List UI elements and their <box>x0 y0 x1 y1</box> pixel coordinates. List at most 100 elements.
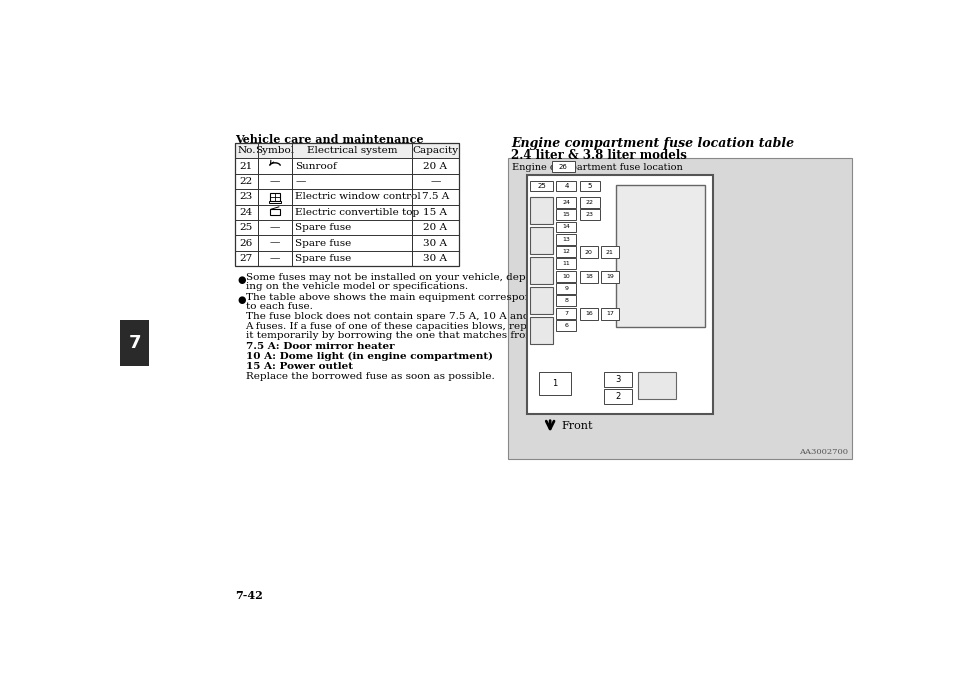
Text: The table above shows the main equipment corresponding: The table above shows the main equipment… <box>246 293 554 302</box>
Bar <box>557 222 576 233</box>
Bar <box>530 287 553 314</box>
Text: Replace the borrowed fuse as soon as possible.: Replace the borrowed fuse as soon as pos… <box>246 372 494 380</box>
Text: 15 A: Power outlet: 15 A: Power outlet <box>246 361 352 371</box>
Text: AA3002700: AA3002700 <box>800 448 849 456</box>
Text: —: — <box>270 239 280 247</box>
Bar <box>270 210 280 216</box>
Text: —: — <box>270 223 280 232</box>
Bar <box>601 308 619 320</box>
Text: —: — <box>295 177 305 186</box>
Text: 1: 1 <box>552 379 558 388</box>
Bar <box>530 227 553 254</box>
Text: 19: 19 <box>606 275 613 279</box>
Text: 25: 25 <box>538 184 546 189</box>
Text: 21: 21 <box>606 250 613 255</box>
Bar <box>508 159 852 458</box>
Text: 2: 2 <box>615 392 621 401</box>
Text: to each fuse.: to each fuse. <box>246 302 312 311</box>
Bar <box>557 308 576 319</box>
Bar <box>539 372 571 395</box>
Bar <box>270 193 280 201</box>
Text: 18: 18 <box>585 275 592 279</box>
Text: 20 A: 20 A <box>423 161 447 171</box>
Text: Sunroof: Sunroof <box>295 161 337 171</box>
Bar <box>605 372 633 387</box>
Text: 15: 15 <box>563 212 570 217</box>
Bar <box>557 210 576 220</box>
Bar <box>552 161 575 172</box>
Text: Electrical system: Electrical system <box>307 146 397 155</box>
Bar <box>601 271 619 283</box>
Text: 7-42: 7-42 <box>234 590 262 601</box>
Text: —: — <box>430 177 441 186</box>
Bar <box>557 271 576 281</box>
Text: 7.5 A: Door mirror heater: 7.5 A: Door mirror heater <box>246 342 395 351</box>
Text: 2.4 liter & 3.8 liter models: 2.4 liter & 3.8 liter models <box>512 149 687 162</box>
Text: Engine compartment fuse location table: Engine compartment fuse location table <box>512 137 795 150</box>
Text: Electric convertible top: Electric convertible top <box>295 207 420 217</box>
Bar <box>580 182 600 191</box>
Bar <box>530 197 553 224</box>
Text: 30 A: 30 A <box>423 239 447 247</box>
Text: 20: 20 <box>585 250 593 255</box>
Text: 8: 8 <box>564 298 568 303</box>
Text: Spare fuse: Spare fuse <box>295 254 351 263</box>
Bar <box>557 234 576 245</box>
Text: 20 A: 20 A <box>423 223 447 232</box>
Text: Front: Front <box>561 421 592 431</box>
Text: 4: 4 <box>564 184 568 189</box>
Bar <box>557 296 576 306</box>
Bar <box>234 143 459 266</box>
Text: ●: ● <box>238 296 247 305</box>
Text: 24: 24 <box>240 207 252 217</box>
Bar <box>530 317 553 344</box>
Text: 11: 11 <box>563 261 570 266</box>
Text: Capacity: Capacity <box>413 146 459 155</box>
Bar <box>234 143 459 159</box>
Text: 24: 24 <box>563 200 570 205</box>
Text: it temporarily by borrowing the one that matches from:: it temporarily by borrowing the one that… <box>246 331 539 340</box>
Text: 15 A: 15 A <box>423 207 447 217</box>
Text: 23: 23 <box>586 212 593 217</box>
Bar <box>557 283 576 294</box>
Text: 12: 12 <box>563 249 570 254</box>
Text: Spare fuse: Spare fuse <box>295 223 351 232</box>
Bar <box>557 258 576 269</box>
Bar <box>616 184 706 327</box>
Bar <box>120 320 150 366</box>
Text: Some fuses may not be installed on your vehicle, depend-: Some fuses may not be installed on your … <box>246 273 548 282</box>
Bar <box>557 246 576 257</box>
Text: 16: 16 <box>585 311 592 317</box>
Text: 22: 22 <box>586 200 593 205</box>
Text: ing on the vehicle model or specifications.: ing on the vehicle model or specificatio… <box>246 282 468 292</box>
Bar <box>580 210 600 220</box>
Bar <box>580 197 600 207</box>
Text: Spare fuse: Spare fuse <box>295 239 351 247</box>
Text: No.: No. <box>237 146 255 155</box>
Bar <box>580 246 598 258</box>
Bar <box>605 388 633 404</box>
Text: 27: 27 <box>240 254 252 263</box>
Text: Electric window control: Electric window control <box>295 193 420 201</box>
Text: 13: 13 <box>563 237 570 242</box>
Bar <box>527 176 713 414</box>
Text: —: — <box>270 254 280 263</box>
Bar <box>269 201 281 203</box>
Text: 9: 9 <box>564 286 568 291</box>
Text: Vehicle care and maintenance: Vehicle care and maintenance <box>234 134 423 144</box>
Bar <box>530 182 553 191</box>
Text: 3: 3 <box>615 375 621 384</box>
Text: The fuse block does not contain spare 7.5 A, 10 A and 15: The fuse block does not contain spare 7.… <box>246 313 545 321</box>
Text: 5: 5 <box>588 184 591 189</box>
Text: 10: 10 <box>563 274 570 279</box>
Text: 26: 26 <box>240 239 252 247</box>
Text: 30 A: 30 A <box>423 254 447 263</box>
Text: 7: 7 <box>129 334 141 352</box>
Text: 6: 6 <box>564 323 568 328</box>
Text: Symbol: Symbol <box>255 146 295 155</box>
Bar <box>530 257 553 284</box>
Bar <box>601 246 619 258</box>
Text: 17: 17 <box>606 311 613 317</box>
Text: 10 A: Dome light (in engine compartment): 10 A: Dome light (in engine compartment) <box>246 352 492 361</box>
Text: 23: 23 <box>240 193 252 201</box>
